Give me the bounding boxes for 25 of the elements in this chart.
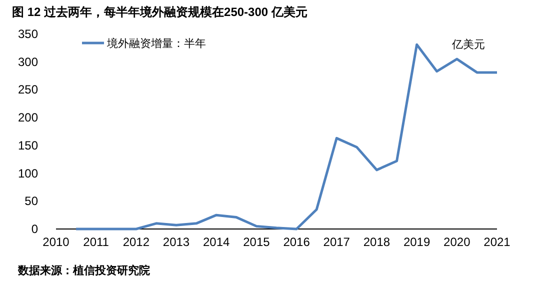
title: 图 12 过去两年，每半年境外融资规模在250-300 亿美元: [12, 5, 308, 19]
x-tick-label: 2019: [403, 235, 430, 249]
y-tick-label: 100: [18, 166, 38, 180]
x-tick-label: 2015: [243, 235, 270, 249]
x-tick-label: 2012: [122, 235, 150, 249]
annotation: 数据来源：植信投资研究院: [18, 265, 150, 277]
x-tick-label: 2016: [283, 235, 310, 249]
y-tick-label: 50: [24, 194, 38, 208]
x-tick-label: 2010: [42, 235, 70, 249]
y-tick-label: 250: [18, 82, 38, 97]
x-tick-label: 2011: [83, 235, 110, 249]
y-tick-label: 350: [18, 27, 38, 41]
x-tick-label: 2013: [162, 235, 190, 249]
legend: 境外融资增量：半年: [82, 38, 206, 50]
y-tick-label: 0: [31, 222, 38, 236]
y-tick-label: 150: [18, 138, 38, 152]
y-tick-label: 200: [18, 110, 38, 125]
x-tick-label: 2014: [203, 235, 230, 249]
x-tick-label: 2018: [363, 235, 390, 249]
x-tick-label: 2017: [323, 235, 350, 249]
annotation: 亿美元: [452, 39, 485, 51]
x-tick-label: 2020: [444, 235, 471, 249]
y-tick-label: 300: [18, 54, 38, 69]
x-tick-label: 2021: [484, 235, 511, 249]
legend-label: 境外融资增量：半年: [106, 37, 206, 50]
